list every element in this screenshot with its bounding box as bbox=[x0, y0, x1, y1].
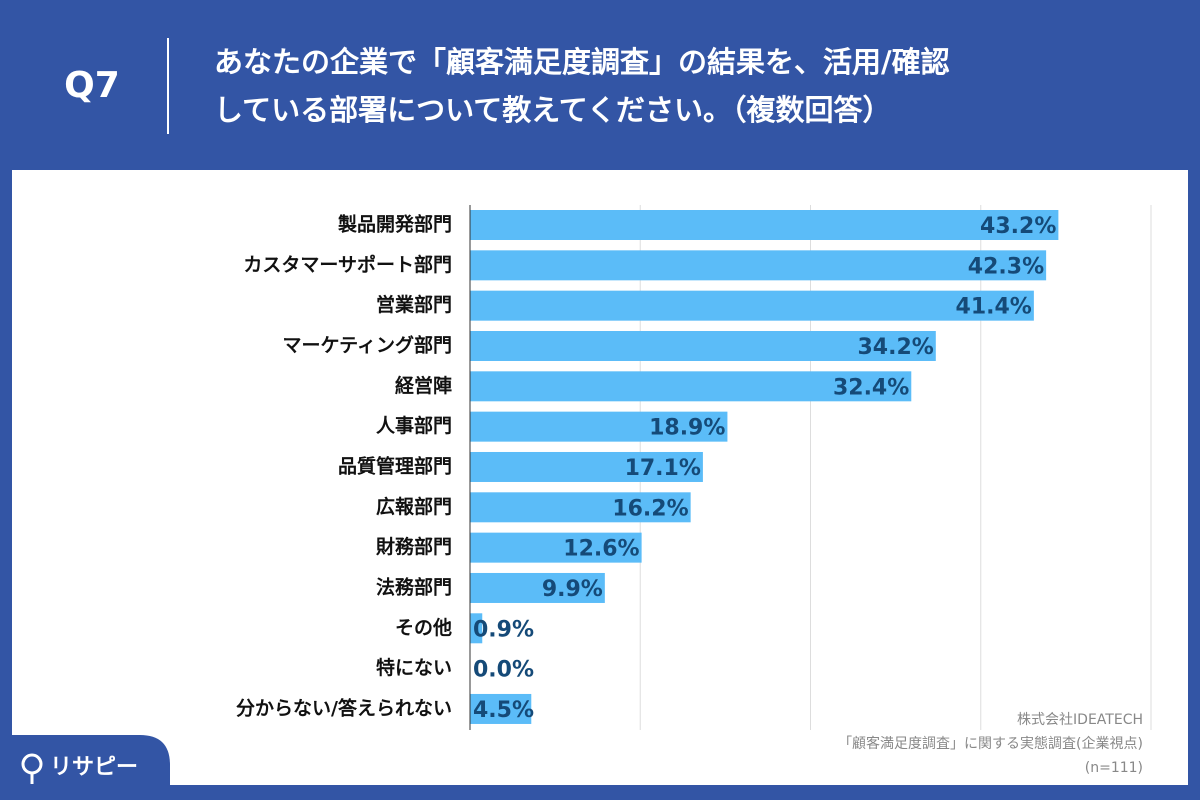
source: (n=111) bbox=[1085, 760, 1143, 776]
logo-text: リサピー bbox=[50, 755, 138, 780]
value-label: 18.9% bbox=[649, 416, 725, 441]
y-tick-label: その他 bbox=[395, 616, 452, 639]
value-label: 43.2% bbox=[980, 214, 1056, 239]
bar bbox=[470, 572, 605, 603]
y-tick-label: カスタマーサポート部門 bbox=[243, 253, 452, 276]
y-tick-label: 法務部門 bbox=[376, 575, 452, 598]
y-tick-label: 財務部門 bbox=[376, 535, 452, 558]
y-tick-label: 特にない bbox=[376, 657, 452, 679]
bar bbox=[470, 330, 936, 361]
y-tick-label: 営業部門 bbox=[376, 293, 452, 316]
y-tick-label: 経営陣 bbox=[395, 374, 452, 397]
bar bbox=[470, 492, 691, 523]
y-tick-label: 人事部門 bbox=[376, 414, 452, 437]
bar bbox=[470, 290, 1034, 321]
bar bbox=[470, 451, 703, 482]
bar bbox=[470, 532, 642, 563]
y-tick-label: 広報部門 bbox=[376, 495, 452, 518]
value-label: 41.4% bbox=[956, 295, 1032, 320]
value-label: 0.0% bbox=[473, 658, 534, 683]
chart-title: あなたの企業で「顧客満足度調査」の結果を、活用/確認 bbox=[214, 45, 950, 79]
value-label: 16.2% bbox=[612, 496, 688, 521]
bar bbox=[470, 411, 728, 442]
bar bbox=[470, 250, 1047, 281]
value-label: 0.9% bbox=[473, 617, 534, 642]
bar bbox=[470, 210, 1059, 240]
y-tick-label: マーケティング部門 bbox=[283, 333, 452, 356]
bar bbox=[470, 371, 912, 402]
value-label: 4.5% bbox=[473, 698, 534, 723]
value-label: 12.6% bbox=[563, 537, 639, 562]
value-label: 42.3% bbox=[968, 254, 1044, 279]
bar bbox=[470, 613, 483, 644]
y-tick-label: 品質管理部門 bbox=[338, 454, 452, 477]
value-label: 9.9% bbox=[542, 577, 603, 602]
bar bbox=[470, 693, 532, 724]
question-label: Q7 bbox=[64, 65, 120, 106]
logo-tab bbox=[0, 735, 170, 800]
chart-title: している部署について教えてください。（複数回答） bbox=[214, 93, 891, 127]
source: 株式会社IDEATECH bbox=[1017, 712, 1143, 728]
value-label: 32.4% bbox=[833, 375, 909, 400]
y-tick-label: 製品開発部門 bbox=[337, 213, 452, 236]
y-tick-label: 分からない/答えられない bbox=[236, 696, 452, 719]
value-label: 17.1% bbox=[625, 456, 701, 481]
source: 「顧客満足度調査」に関する実態調査(企業視点) bbox=[838, 735, 1143, 752]
value-label: 34.2% bbox=[857, 335, 933, 360]
